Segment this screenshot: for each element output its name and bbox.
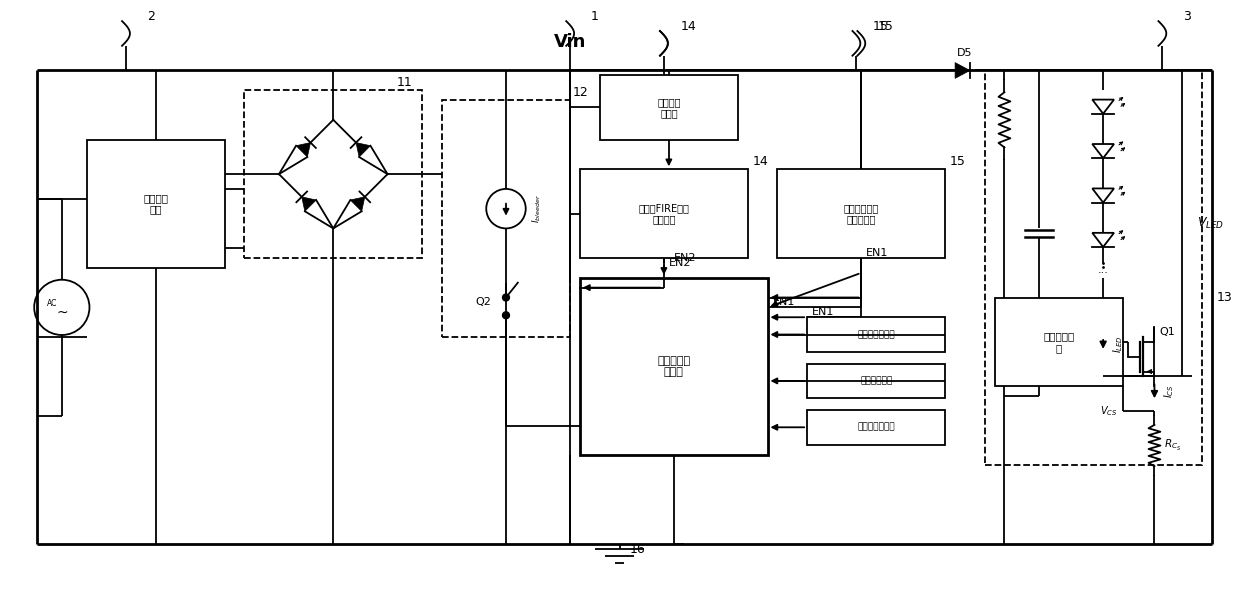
Bar — [995, 298, 1123, 386]
Text: 15: 15 — [878, 20, 893, 33]
Bar — [87, 140, 224, 268]
Text: $I_{bleeder}$: $I_{bleeder}$ — [530, 194, 543, 223]
Text: AC: AC — [47, 299, 57, 308]
Text: 2: 2 — [146, 10, 155, 23]
Text: 11: 11 — [396, 76, 413, 89]
Text: $V_{LED}$: $V_{LED}$ — [1197, 216, 1224, 231]
Text: 功率控制模
块: 功率控制模 块 — [1043, 331, 1074, 353]
Text: 启动时间阈値: 启动时间阈値 — [860, 377, 892, 386]
Circle shape — [503, 312, 509, 319]
Text: D5: D5 — [958, 48, 973, 58]
Bar — [807, 317, 945, 352]
Bar — [580, 278, 767, 455]
Text: 15: 15 — [950, 155, 966, 168]
Text: 可控硅FIRE电压
检测电路: 可控硅FIRE电压 检测电路 — [638, 203, 689, 224]
Bar — [442, 100, 570, 337]
Text: EN1: EN1 — [772, 298, 795, 308]
Polygon shape — [1093, 144, 1114, 158]
Text: 第二电参
数阈値: 第二电参 数阈値 — [657, 97, 680, 118]
Polygon shape — [302, 197, 316, 211]
Text: 12: 12 — [574, 86, 589, 99]
Text: Vin: Vin — [554, 33, 586, 51]
Text: ...: ... — [1098, 265, 1109, 275]
Text: Q1: Q1 — [1160, 327, 1175, 337]
Polygon shape — [356, 143, 370, 157]
Bar — [807, 364, 945, 398]
Polygon shape — [1093, 233, 1114, 247]
Text: 可控硅调
光器: 可控硅调 光器 — [142, 193, 169, 215]
Text: 14: 14 — [680, 20, 696, 33]
Bar — [985, 70, 1202, 465]
Bar — [777, 169, 945, 258]
Text: Q2: Q2 — [476, 298, 491, 308]
Text: 14: 14 — [753, 155, 768, 168]
Text: EN1: EN1 — [812, 307, 834, 317]
Text: 3: 3 — [1183, 10, 1191, 23]
Text: EN2: EN2 — [669, 258, 691, 268]
Bar — [807, 410, 945, 444]
Text: 泄放电流控
制电路: 泄放电流控 制电路 — [657, 356, 690, 377]
Text: 1: 1 — [591, 10, 598, 23]
Circle shape — [503, 294, 509, 301]
Polygon shape — [1093, 99, 1114, 114]
Text: EN1: EN1 — [866, 248, 888, 258]
Polygon shape — [296, 143, 311, 157]
Bar — [600, 76, 738, 140]
Text: $R_{C_S}$: $R_{C_S}$ — [1165, 438, 1182, 453]
Text: 13: 13 — [1217, 291, 1233, 304]
Text: $I_{LED}$: $I_{LED}$ — [1111, 335, 1125, 353]
Text: ~: ~ — [56, 305, 68, 320]
Text: $V_{CS}$: $V_{CS}$ — [1100, 404, 1118, 418]
Bar — [244, 90, 422, 258]
Polygon shape — [351, 197, 364, 211]
Text: 第三电参数阈値: 第三电参数阈値 — [857, 423, 895, 432]
Text: 可控硅切波角
度检测电路: 可控硅切波角 度检测电路 — [844, 203, 878, 224]
Text: 16: 16 — [629, 543, 646, 556]
Polygon shape — [955, 62, 970, 79]
Text: 第一电参数阈値: 第一电参数阈値 — [857, 330, 895, 339]
Bar — [580, 169, 748, 258]
Polygon shape — [1093, 189, 1114, 202]
Text: $I_{CS}$: $I_{CS}$ — [1162, 384, 1176, 398]
Text: EN2: EN2 — [674, 253, 696, 263]
Text: 15: 15 — [873, 20, 890, 33]
